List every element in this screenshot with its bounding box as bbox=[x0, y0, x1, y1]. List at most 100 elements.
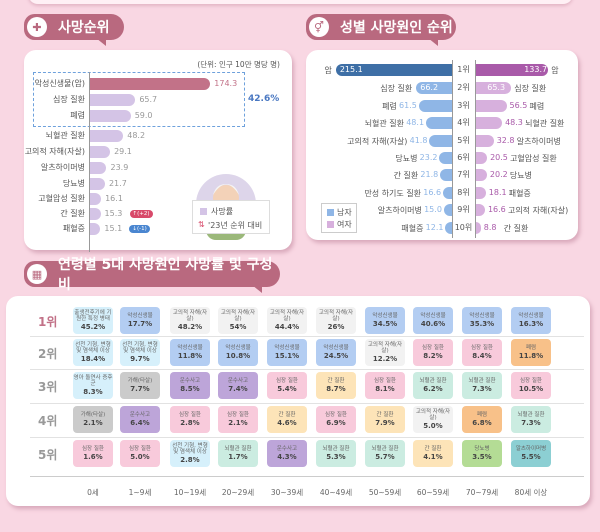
cause-name: 악성신생물 bbox=[274, 345, 300, 352]
cause-cell: 간 질환 4.1% bbox=[413, 440, 453, 467]
rank-label: 7위 bbox=[457, 170, 470, 179]
cause-share: 1.7% bbox=[228, 452, 248, 461]
female-value: 32.8 bbox=[496, 136, 515, 145]
male-cause: 암 bbox=[324, 66, 332, 75]
cause-cell: 뇌혈관 질환 5.7% bbox=[365, 440, 405, 467]
male-bar bbox=[440, 169, 452, 181]
cause-cell: 선천 기형, 변형 및 염색체 이상 2.8% bbox=[170, 440, 210, 467]
cause-cell: 당뇨병 3.5% bbox=[462, 440, 502, 467]
cause-share: 4.6% bbox=[277, 418, 297, 427]
top3-share: 42.6% bbox=[248, 94, 280, 104]
cause-share: 8.7% bbox=[326, 384, 346, 393]
age-table-header: ▦ 연령별 5대 사망원인 사망률 및 구성비 bbox=[24, 257, 280, 293]
cause-cell: 간 질환 7.9% bbox=[365, 406, 405, 433]
cause-name: 악성신생물 bbox=[420, 313, 446, 320]
cause-cell: 고의적 자해(자살) 26% bbox=[316, 307, 356, 334]
rate-value: 23.9 bbox=[110, 163, 129, 172]
gender-legend: 남자 여자 bbox=[321, 203, 357, 233]
cause-cell: 알츠하이머병 5.5% bbox=[511, 440, 551, 467]
cause-label: 뇌혈관 질환 bbox=[45, 131, 85, 140]
cause-name: 폐렴 bbox=[476, 412, 488, 419]
cause-label: 패혈증 bbox=[62, 224, 85, 233]
male-value: 15.0 bbox=[424, 205, 442, 214]
female-cause: 폐렴 bbox=[529, 102, 545, 111]
cause-cell: 심장 질환 2.1% bbox=[218, 406, 258, 433]
cause-name: 운수사고 bbox=[179, 378, 201, 385]
male-cause: 패혈증 bbox=[401, 224, 424, 233]
cause-label: 고의적 자해(자살) bbox=[24, 147, 85, 156]
female-cause: 고혈압성 질환 bbox=[510, 154, 557, 163]
age-label: 50~59세 bbox=[368, 488, 402, 497]
cause-cell: 악성신생물 34.5% bbox=[365, 307, 405, 334]
rank-label: 1위 bbox=[38, 315, 58, 329]
male-bar bbox=[443, 187, 452, 199]
rate-value: 15.1 bbox=[104, 224, 123, 233]
cause-share: 12.2% bbox=[372, 354, 398, 363]
female-cause: 고의적 자해(자살) bbox=[507, 206, 569, 215]
cause-name: 고의적 자해(자살) bbox=[318, 310, 354, 323]
cause-name: 당뇨병 bbox=[474, 446, 490, 453]
cause-share: 4.1% bbox=[423, 452, 443, 461]
male-cause: 당뇨병 bbox=[395, 154, 418, 163]
calendar-icon: ▦ bbox=[27, 264, 47, 284]
cause-share: 45.2% bbox=[80, 322, 106, 331]
female-bar bbox=[476, 64, 549, 76]
age-label: 80세 이상 bbox=[514, 488, 548, 497]
male-cause: 알츠하이머병 bbox=[377, 206, 422, 215]
cause-cell: 심장 질환 10.5% bbox=[511, 372, 551, 399]
cause-share: 5.4% bbox=[277, 384, 297, 393]
rate-bar bbox=[90, 193, 102, 205]
cause-cell: 악성신생물 16.3% bbox=[511, 307, 551, 334]
cause-cell: 악성신생물 35.3% bbox=[462, 307, 502, 334]
cause-name: 출생전후기에 기원한 특정 병태 bbox=[74, 310, 112, 323]
rate-value: 21.7 bbox=[108, 179, 127, 188]
cause-share: 17.7% bbox=[127, 319, 153, 328]
cause-name: 악성신생물 bbox=[323, 345, 349, 352]
cause-share: 2.1% bbox=[228, 418, 248, 427]
cause-name: 악성신생물 bbox=[372, 313, 398, 320]
cause-name: 운수사고 bbox=[129, 412, 151, 419]
cause-share: 44.4% bbox=[274, 322, 300, 331]
cause-share: 34.5% bbox=[372, 319, 398, 328]
cause-cell: 고의적 자해(자살) 44.4% bbox=[267, 307, 307, 334]
female-cause: 심장 질환 bbox=[514, 84, 547, 93]
death-rank-panel: (단위: 인구 10만 명당 명) 42.6% 악성신생물(암) 174.3 심장 … bbox=[24, 50, 292, 252]
female-value: 16.6 bbox=[487, 205, 506, 214]
cause-share: 5.3% bbox=[326, 452, 346, 461]
cause-cell: 심장 질환 5.4% bbox=[267, 372, 307, 399]
age-label: 70~79세 bbox=[465, 488, 499, 497]
cause-share: 54% bbox=[229, 322, 247, 331]
cause-share: 35.3% bbox=[469, 319, 495, 328]
cause-cell: 악성신생물 17.7% bbox=[120, 307, 160, 334]
rank-label: 2위 bbox=[457, 83, 470, 92]
male-bar bbox=[439, 152, 452, 164]
female-cause: 뇌혈관 질환 bbox=[525, 119, 565, 128]
cause-cell: 뇌혈관 질환 5.3% bbox=[316, 440, 356, 467]
gender-rank-title: 성별 사망원인 순위 bbox=[340, 20, 453, 36]
male-cause: 고의적 자해(자살) bbox=[347, 137, 408, 146]
cause-share: 2.8% bbox=[180, 455, 200, 464]
cause-name: 심장 질환 bbox=[325, 412, 347, 419]
death-rank-header: ✚ 사망순위 bbox=[24, 14, 124, 46]
rank-label: 4위 bbox=[38, 414, 58, 428]
row-divider bbox=[30, 369, 584, 370]
rank-label: 10위 bbox=[454, 223, 473, 232]
cause-share: 8.3% bbox=[83, 387, 103, 396]
female-value: 8.8 bbox=[483, 223, 497, 232]
cause-name: 심장 질환 bbox=[471, 345, 493, 352]
cause-name: 고의적 자해(자살) bbox=[415, 409, 451, 422]
female-bar bbox=[476, 204, 485, 216]
cause-name: 간 질환 bbox=[424, 446, 442, 453]
cause-cell: 간 질환 8.7% bbox=[316, 372, 356, 399]
male-cause: 폐렴 bbox=[382, 102, 397, 111]
cause-name: 심장 질환 bbox=[520, 378, 542, 385]
cause-cell: 악성신생물 40.6% bbox=[413, 307, 453, 334]
cause-label: 심장 질환 bbox=[53, 95, 85, 104]
female-value: 18.1 bbox=[488, 188, 507, 197]
female-bar bbox=[476, 82, 512, 94]
cause-name: 악성신생물 bbox=[469, 313, 495, 320]
cause-cell: 악성신생물 24.5% bbox=[316, 339, 356, 366]
male-bar bbox=[426, 117, 452, 129]
male-value: 48.1 bbox=[406, 118, 425, 127]
female-cause: 암 bbox=[551, 66, 559, 75]
